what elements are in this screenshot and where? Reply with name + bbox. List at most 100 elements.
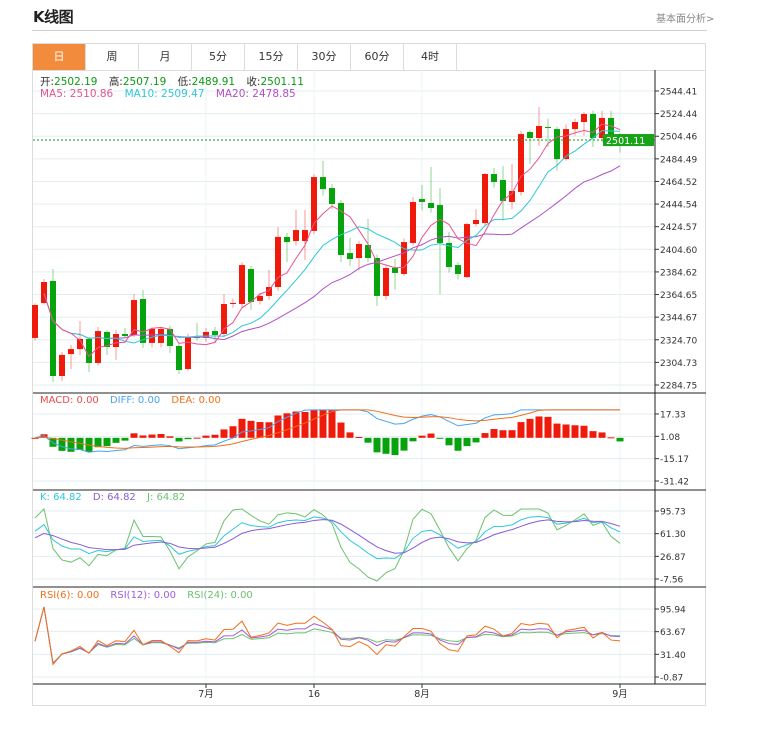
ma20-line [43,165,621,341]
fundamental-analysis-link[interactable]: 基本面分析> [656,14,715,25]
candle-body [500,180,506,201]
macd-axis-label: -15.17 [660,455,689,465]
candle-body [302,230,308,242]
candle-body [140,299,146,343]
ma10-line [43,130,621,344]
macd-bar [103,437,111,447]
candle-body [293,230,299,242]
ohlc-readout: 开:2502.19 高:2507.19 低:2489.91 收:2501.11 [40,74,312,89]
candle-body [77,338,83,350]
kdj-axis-label: 26.87 [660,553,686,563]
candle-body [50,281,56,376]
price-axis-label: 2324.70 [660,336,697,346]
diff-value: DIFF: 0.00 [109,395,161,406]
current-price-label: 2501.11 [606,136,645,147]
ma10-legend: MA10: 2509.47 [124,88,205,100]
candle-body [284,236,290,243]
macd-bar [535,416,543,438]
tab-30min[interactable]: 30分 [298,44,351,70]
price-axis-label: 2344.67 [660,314,697,324]
rsi6-value: RSI(6): 0.00 [40,590,100,601]
macd-bar [139,435,147,438]
price-axis-label: 2304.73 [660,359,697,369]
j-value: J: 64.82 [147,492,186,503]
candle-body [239,265,245,304]
dea-value: DEA: 0.00 [171,395,221,406]
rsi-legend: RSI(6): 0.00 RSI(12): 0.00 RSI(24): 0.00 [40,590,261,601]
candle-body [383,267,389,296]
macd-value: MACD: 0.00 [40,395,99,406]
macd-bar [436,437,444,439]
macd-bar [265,422,273,438]
macd-bar [193,437,201,439]
rsi-axis-label: 63.67 [660,628,686,638]
price-axis-label: 2384.62 [660,268,697,278]
candle-body [518,134,524,193]
candle-body [122,333,128,337]
macd-axis-label: -31.42 [660,478,689,488]
kdj-legend: K: 64.82 D: 64.82 J: 64.82 [40,492,193,503]
macd-bar [319,409,327,438]
rsi12-value: RSI(12): 0.00 [110,590,177,601]
kdj-axis-label: 95.73 [660,508,686,518]
candle-body [437,205,443,243]
open-label: 开: [40,76,55,88]
macd-bar [166,436,174,438]
high-label: 高: [108,76,123,88]
tab-week[interactable]: 周 [86,44,139,70]
macd-bar [220,429,228,438]
price-axis-label: 2524.44 [660,110,697,120]
candle-body [59,354,65,376]
tab-day[interactable]: 日 [33,44,86,70]
macd-legend: MACD: 0.00 DIFF: 0.00 DEA: 0.00 [40,395,229,406]
candle-body [473,219,479,225]
candle-body [347,253,353,260]
macd-bar [94,437,102,448]
macd-bar [292,411,300,438]
macd-bar [490,429,498,438]
macd-bar [526,418,534,438]
rsi12-line [34,606,621,665]
macd-bar [346,432,354,438]
tab-month[interactable]: 月 [139,44,192,70]
candle-body [32,305,38,338]
tab-60min[interactable]: 60分 [351,44,404,70]
candle-body [149,328,155,343]
macd-bar [598,432,606,438]
candle-body [221,303,227,334]
low-value: 2489.91 [191,76,236,88]
tab-4hour[interactable]: 4时 [404,44,457,70]
ma5-line [43,123,621,358]
tab-5min[interactable]: 5分 [192,44,245,70]
candle-body [599,117,605,138]
macd-bar [580,425,588,438]
ma-legend: MA5: 2510.86 MA10: 2509.47 MA20: 2478.85 [40,88,304,100]
candle-body [527,131,533,138]
macd-bar [517,422,525,438]
macd-bar [283,413,291,438]
price-axis-label: 2504.46 [660,133,697,143]
macd-axis-label: 1.08 [660,433,680,443]
candle-body [86,338,92,363]
tab-15min[interactable]: 15分 [245,44,298,70]
macd-bar [130,433,138,438]
candle-body [455,265,461,274]
price-axis-label: 2424.57 [660,223,697,233]
macd-bar [508,430,516,438]
macd-bar [175,437,183,442]
x-axis-label: 7月 [198,689,214,700]
macd-bar [274,415,282,438]
price-axis-label: 2404.60 [660,246,697,256]
candle-body [374,258,380,296]
macd-axis-label: 17.33 [660,411,686,421]
macd-bar [364,437,372,443]
macd-bar [337,422,345,438]
candle-body [176,345,182,370]
candle-body [158,328,164,343]
macd-bar [121,437,129,441]
d-line [34,519,621,554]
rsi24-line [34,606,621,665]
rsi6-line [34,606,621,666]
macd-bar [211,434,219,438]
